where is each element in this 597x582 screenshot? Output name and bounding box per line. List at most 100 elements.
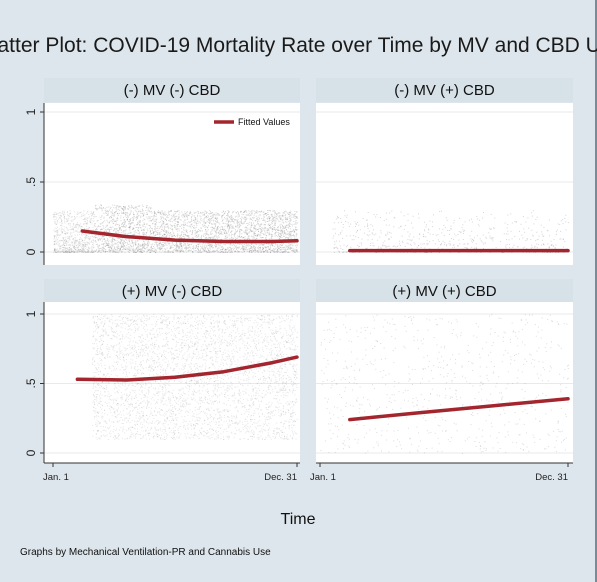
scatter-point [503, 233, 505, 235]
scatter-point [76, 226, 77, 228]
scatter-point [106, 228, 108, 230]
scatter-point [467, 243, 469, 245]
scatter-point [334, 252, 336, 253]
scatter-point [117, 212, 119, 214]
scatter-point [161, 387, 163, 389]
scatter-point [186, 425, 188, 427]
scatter-point [122, 244, 124, 245]
scatter-point [106, 224, 108, 226]
scatter-point [200, 218, 202, 219]
scatter-point [192, 251, 193, 253]
scatter-point [206, 237, 208, 239]
scatter-point [270, 319, 272, 321]
scatter-point [267, 231, 268, 233]
scatter-point [76, 213, 78, 215]
scatter-point [81, 226, 82, 228]
scatter-point [281, 230, 283, 232]
scatter-point [157, 245, 159, 247]
scatter-point [256, 218, 258, 220]
scatter-point [150, 250, 152, 252]
scatter-point [92, 244, 94, 246]
scatter-point [407, 239, 409, 241]
scatter-point [476, 248, 478, 250]
scatter-point [61, 251, 63, 252]
scatter-point [205, 216, 206, 218]
scatter-point [471, 230, 473, 232]
scatter-point [161, 355, 162, 357]
scatter-point [547, 252, 549, 253]
scatter-point [237, 216, 239, 218]
scatter-point [60, 215, 62, 217]
scatter-point [194, 212, 196, 214]
scatter-point [266, 243, 268, 245]
scatter-point [181, 237, 183, 239]
scatter-point [222, 226, 224, 228]
scatter-point [208, 218, 210, 220]
scatter-point [202, 214, 204, 216]
scatter-point [367, 227, 369, 229]
scatter-point [256, 243, 258, 245]
scatter-point [188, 235, 190, 237]
scatter-point [346, 251, 348, 253]
scatter-point [165, 219, 167, 221]
scatter-point [168, 227, 170, 229]
scatter-point [96, 226, 98, 228]
scatter-point [526, 251, 528, 253]
scatter-point [98, 225, 100, 227]
scatter-point [502, 251, 504, 253]
scatter-point [124, 242, 126, 244]
scatter-point [458, 231, 460, 233]
scatter-point [217, 251, 219, 253]
scatter-point [117, 249, 119, 251]
scatter-point [193, 364, 195, 366]
scatter-point [62, 239, 64, 241]
scatter-point [245, 219, 247, 221]
scatter-point [364, 226, 366, 228]
scatter-point [531, 215, 533, 217]
scatter-point [287, 217, 289, 219]
scatter-point [287, 247, 289, 249]
scatter-point [67, 237, 69, 239]
scatter-point [137, 233, 139, 235]
scatter-point [80, 227, 82, 229]
scatter-point [214, 225, 216, 227]
scatter-point [108, 244, 110, 246]
scatter-point [455, 235, 457, 237]
scatter-point [532, 210, 534, 212]
scatter-point [403, 229, 405, 231]
scatter-point [247, 429, 249, 431]
scatter-point [146, 205, 148, 207]
scatter-point [530, 247, 532, 249]
scatter-point [287, 248, 289, 250]
scatter-point [177, 250, 179, 252]
scatter-point [116, 240, 118, 242]
scatter-point [187, 244, 189, 246]
scatter-point [165, 223, 167, 225]
scatter-point [228, 235, 230, 237]
scatter-point [167, 232, 169, 234]
scatter-point [140, 212, 142, 214]
scatter-point [106, 245, 108, 246]
scatter-point [72, 241, 74, 243]
scatter-point [151, 249, 152, 251]
scatter-point [157, 232, 159, 234]
scatter-point [72, 228, 74, 230]
scatter-point [127, 243, 129, 245]
scatter-point [228, 220, 230, 222]
scatter-point [169, 224, 171, 226]
scatter-point [261, 230, 263, 232]
scatter-point [125, 207, 127, 209]
scatter-point [281, 245, 283, 247]
scatter-point [233, 245, 235, 246]
scatter-point [56, 234, 58, 236]
scatter-point [234, 251, 236, 253]
scatter-point [71, 248, 73, 250]
scatter-point [221, 247, 223, 249]
scatter-point [271, 236, 273, 238]
scatter-point [221, 250, 223, 252]
scatter-point [450, 228, 452, 229]
scatter-point [91, 251, 93, 253]
scatter-point [231, 220, 233, 222]
scatter-point [132, 244, 134, 246]
scatter-point [560, 238, 562, 240]
